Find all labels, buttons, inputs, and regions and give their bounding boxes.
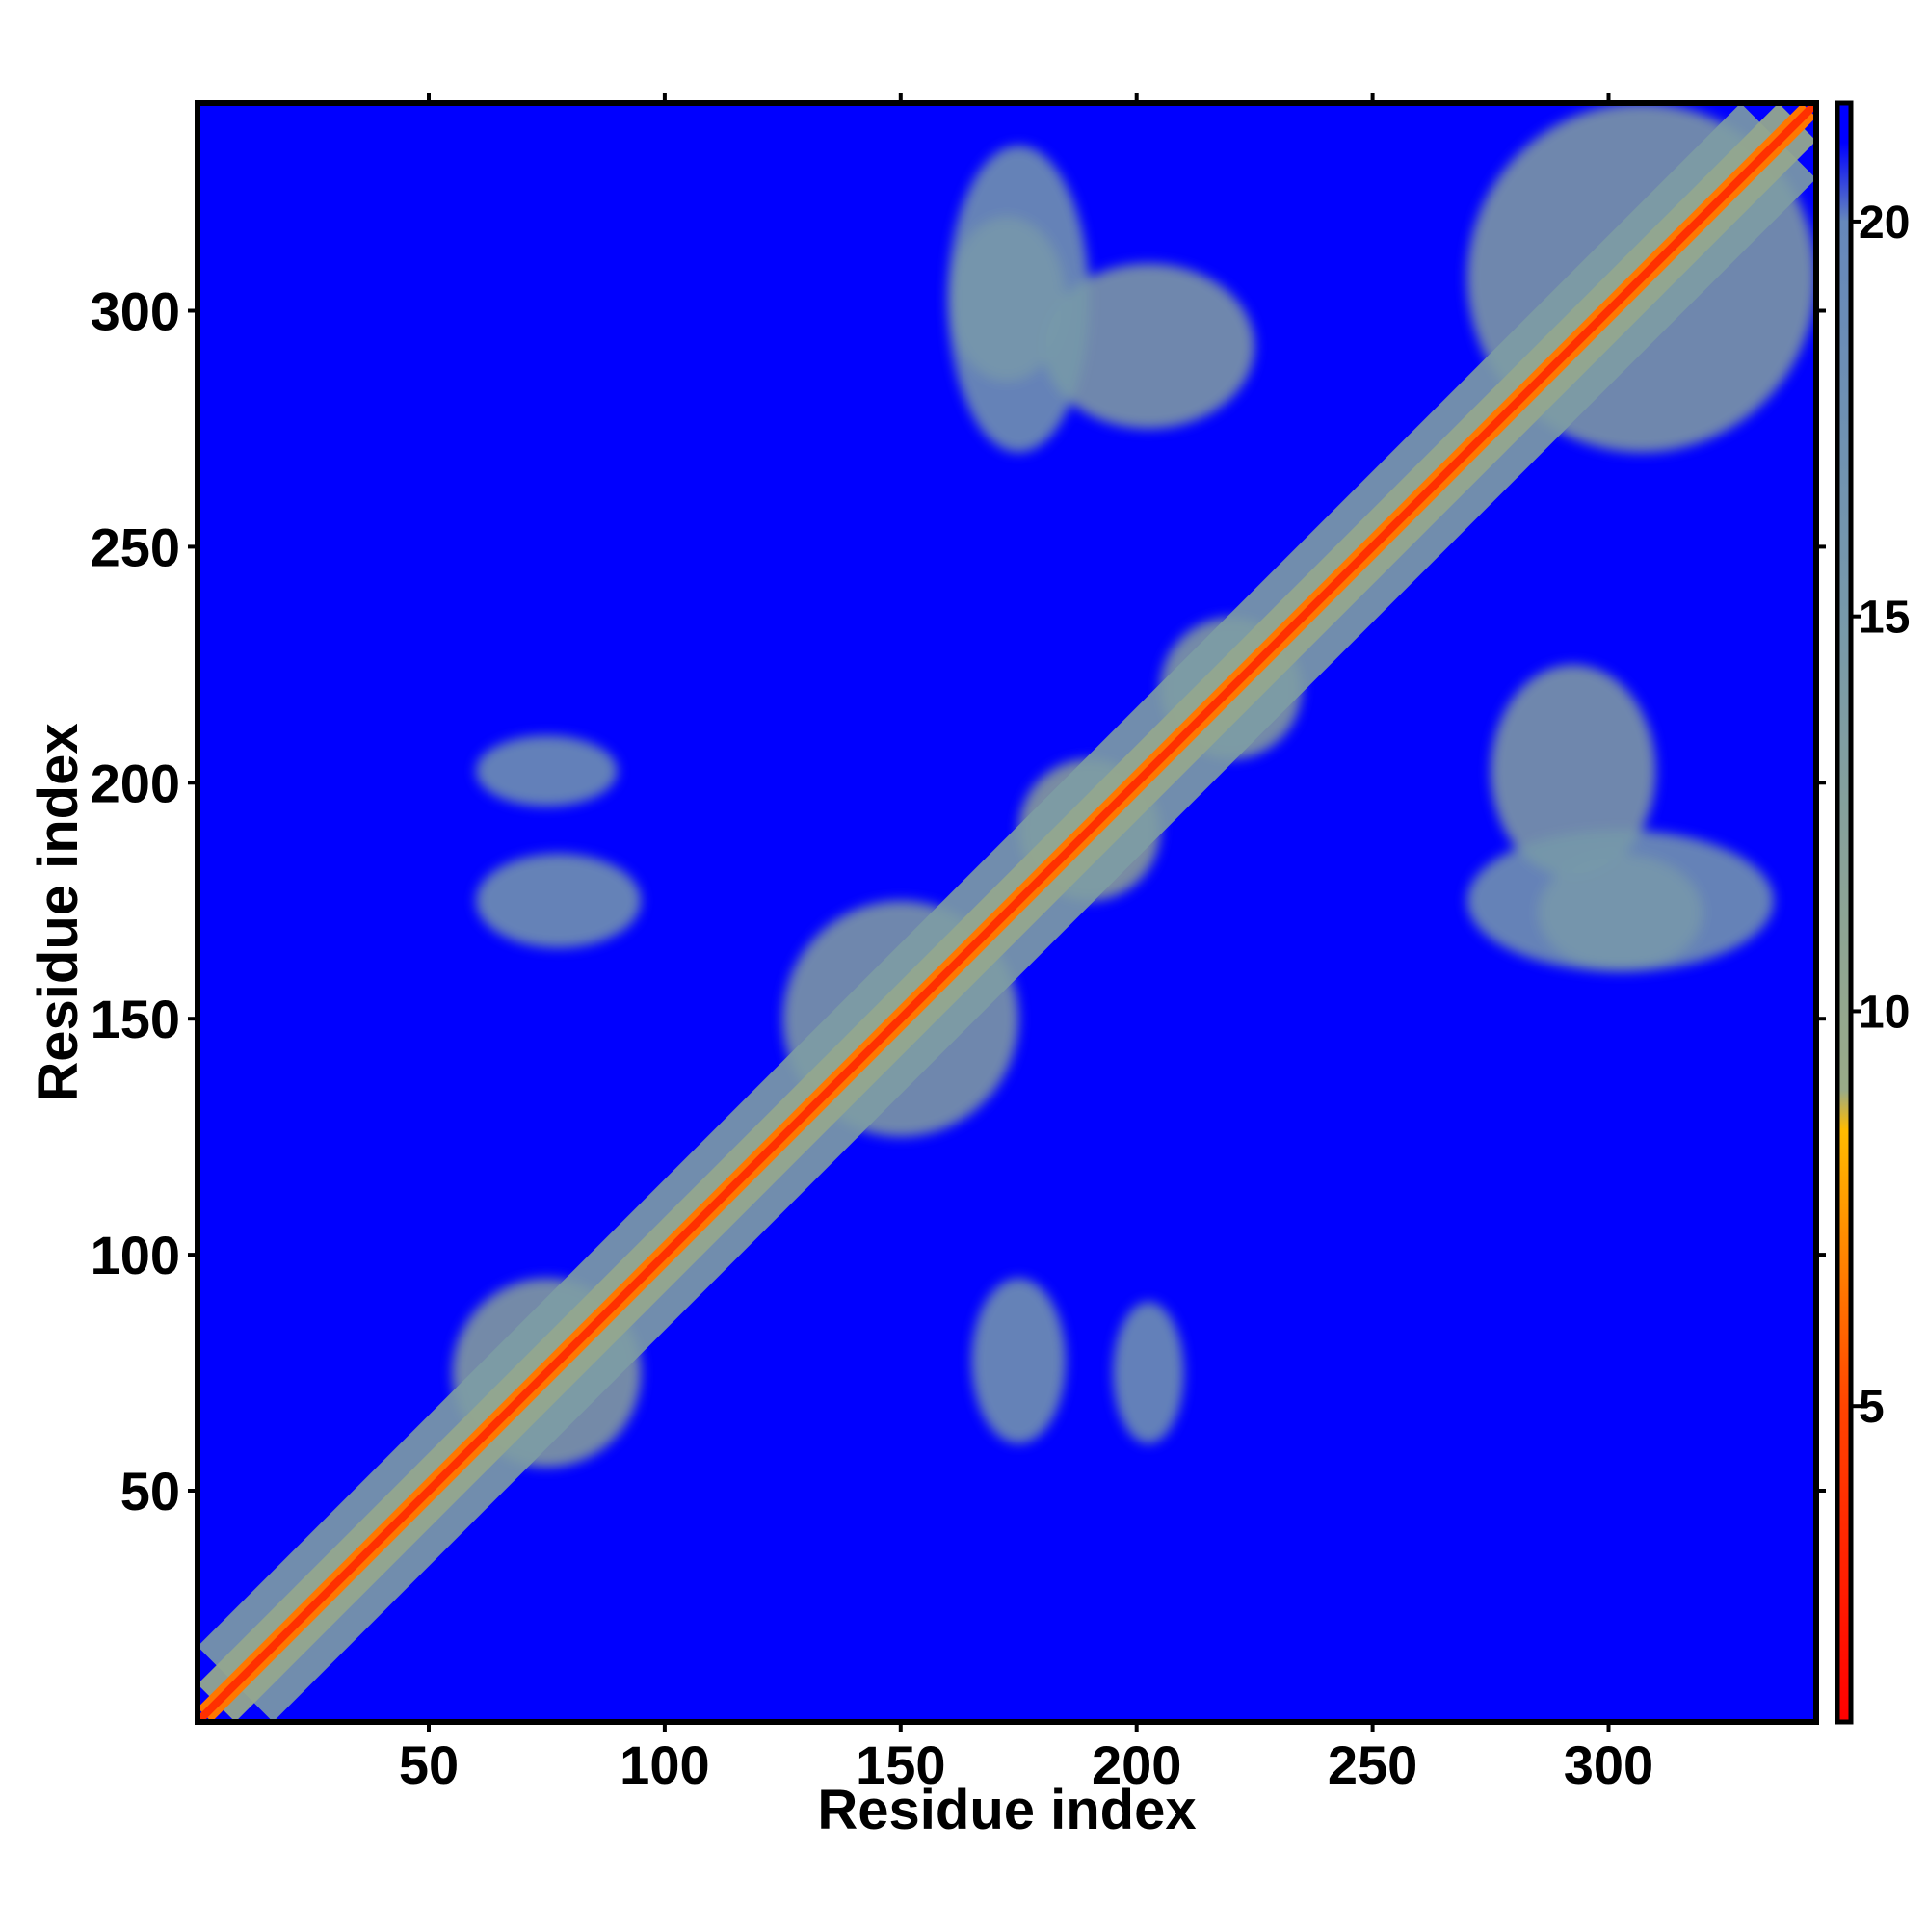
y-axis-ticks: 50 100 150 200 250 300: [91, 281, 1826, 1522]
contact-region-10: [971, 1278, 1067, 1444]
x-tick-label: 200: [1092, 1734, 1181, 1795]
contact-region-12: [1113, 1302, 1184, 1444]
x-tick-label: 50: [399, 1734, 459, 1795]
y-tick-label: 150: [91, 989, 180, 1049]
diagonal-core: [198, 103, 1816, 1722]
diagonal-band: [198, 103, 1816, 1722]
x-axis-ticks: 50 100 150 200 250 300: [399, 93, 1653, 1795]
y-tick-label: 250: [91, 516, 180, 577]
x-tick-label: 100: [620, 1734, 709, 1795]
colorbar: 5 10 15 20: [1835, 100, 1910, 1725]
colorbar-tick-label: 20: [1859, 198, 1910, 249]
contact-region-5: [1042, 263, 1255, 429]
x-tick-label: 300: [1564, 1734, 1653, 1795]
colorbar-tick-label: 10: [1859, 987, 1910, 1038]
contact-region-6: [1491, 664, 1656, 878]
y-tick-label: 50: [120, 1461, 180, 1522]
x-tick-label: 250: [1328, 1734, 1417, 1795]
colorbar-tick-label: 15: [1859, 593, 1910, 644]
y-tick-label: 200: [91, 753, 180, 813]
heatmap-plot-area: [198, 103, 1816, 1722]
y-axis-title: Residue index: [27, 723, 90, 1101]
colorbar-ticks: 5 10 15 20: [1851, 198, 1910, 1433]
contact-region-9: [475, 853, 642, 948]
plot-frame: [195, 100, 1819, 1725]
x-axis-title: Residue index: [817, 1779, 1196, 1841]
y-tick-label: 300: [91, 281, 180, 342]
x-tick-label: 150: [856, 1734, 945, 1795]
y-tick-label: 100: [91, 1225, 180, 1285]
colorbar-gradient: [1835, 100, 1854, 1725]
contact-region-14: [947, 146, 1090, 453]
colorbar-tick-label: 5: [1859, 1382, 1885, 1433]
contact-region-13: [1466, 830, 1774, 972]
contact-region-11: [475, 735, 618, 807]
